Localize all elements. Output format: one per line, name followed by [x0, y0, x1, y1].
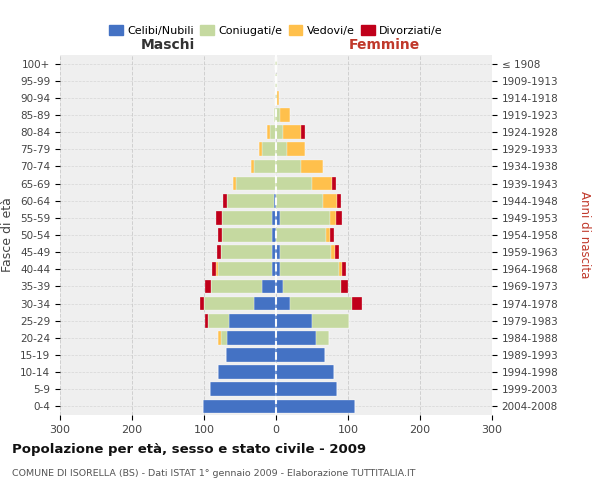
Bar: [280, 246, 331, 259]
Bar: [338, 262, 342, 276]
Bar: [272, 262, 276, 276]
Bar: [316, 331, 329, 344]
Bar: [210, 382, 276, 396]
Bar: [276, 296, 290, 310]
Bar: [276, 280, 283, 293]
Bar: [222, 228, 272, 242]
Bar: [335, 246, 338, 259]
Bar: [332, 176, 336, 190]
Bar: [203, 400, 276, 413]
Bar: [283, 126, 301, 139]
Bar: [276, 56, 277, 70]
Bar: [277, 91, 279, 104]
Bar: [312, 176, 332, 190]
Text: Maschi: Maschi: [141, 38, 195, 52]
Bar: [233, 176, 236, 190]
Bar: [280, 262, 338, 276]
Bar: [268, 126, 270, 139]
Bar: [276, 108, 280, 122]
Bar: [276, 314, 312, 328]
Bar: [272, 211, 276, 224]
Bar: [280, 211, 330, 224]
Bar: [218, 262, 272, 276]
Bar: [274, 194, 276, 207]
Bar: [276, 142, 287, 156]
Bar: [276, 126, 283, 139]
Bar: [341, 280, 348, 293]
Bar: [226, 348, 276, 362]
Bar: [200, 296, 204, 310]
Bar: [280, 108, 290, 122]
Bar: [218, 331, 221, 344]
Bar: [326, 228, 330, 242]
Bar: [275, 74, 276, 88]
Bar: [276, 246, 280, 259]
Bar: [290, 296, 352, 310]
Bar: [259, 142, 262, 156]
Bar: [275, 91, 276, 104]
Bar: [205, 280, 211, 293]
Bar: [276, 228, 326, 242]
Bar: [216, 211, 222, 224]
Bar: [274, 108, 276, 122]
Bar: [208, 314, 229, 328]
Bar: [275, 56, 276, 70]
Y-axis label: Anni di nascita: Anni di nascita: [578, 192, 591, 278]
Bar: [337, 194, 341, 207]
Bar: [204, 296, 254, 310]
Bar: [276, 194, 323, 207]
Bar: [227, 194, 274, 207]
Bar: [352, 296, 362, 310]
Bar: [218, 366, 276, 379]
Bar: [276, 74, 277, 88]
Bar: [272, 246, 276, 259]
Bar: [276, 91, 277, 104]
Y-axis label: Fasce di età: Fasce di età: [1, 198, 14, 272]
Bar: [227, 331, 276, 344]
Bar: [323, 194, 337, 207]
Legend: Celibi/Nubili, Coniugati/e, Vedovi/e, Divorziati/e: Celibi/Nubili, Coniugati/e, Vedovi/e, Di…: [105, 21, 447, 40]
Bar: [276, 382, 337, 396]
Bar: [254, 296, 276, 310]
Bar: [276, 176, 312, 190]
Bar: [331, 246, 335, 259]
Bar: [276, 348, 325, 362]
Bar: [276, 400, 355, 413]
Bar: [251, 160, 254, 173]
Bar: [276, 160, 301, 173]
Bar: [276, 211, 280, 224]
Bar: [222, 211, 272, 224]
Bar: [276, 366, 334, 379]
Bar: [262, 142, 276, 156]
Bar: [330, 228, 334, 242]
Bar: [236, 176, 276, 190]
Text: Popolazione per età, sesso e stato civile - 2009: Popolazione per età, sesso e stato civil…: [12, 442, 366, 456]
Bar: [215, 262, 218, 276]
Bar: [221, 246, 272, 259]
Bar: [223, 194, 227, 207]
Bar: [272, 228, 276, 242]
Bar: [221, 331, 227, 344]
Bar: [229, 314, 276, 328]
Text: COMUNE DI ISORELLA (BS) - Dati ISTAT 1° gennaio 2009 - Elaborazione TUTTITALIA.I: COMUNE DI ISORELLA (BS) - Dati ISTAT 1° …: [12, 469, 415, 478]
Bar: [336, 211, 341, 224]
Bar: [262, 280, 276, 293]
Bar: [205, 314, 208, 328]
Bar: [254, 160, 276, 173]
Bar: [270, 126, 276, 139]
Bar: [276, 331, 316, 344]
Text: Femmine: Femmine: [349, 38, 419, 52]
Bar: [276, 262, 280, 276]
Bar: [301, 160, 323, 173]
Bar: [301, 126, 305, 139]
Bar: [342, 262, 346, 276]
Bar: [218, 228, 222, 242]
Bar: [312, 314, 349, 328]
Bar: [211, 280, 262, 293]
Bar: [212, 262, 215, 276]
Bar: [217, 246, 221, 259]
Bar: [287, 142, 305, 156]
Bar: [330, 211, 336, 224]
Bar: [283, 280, 341, 293]
